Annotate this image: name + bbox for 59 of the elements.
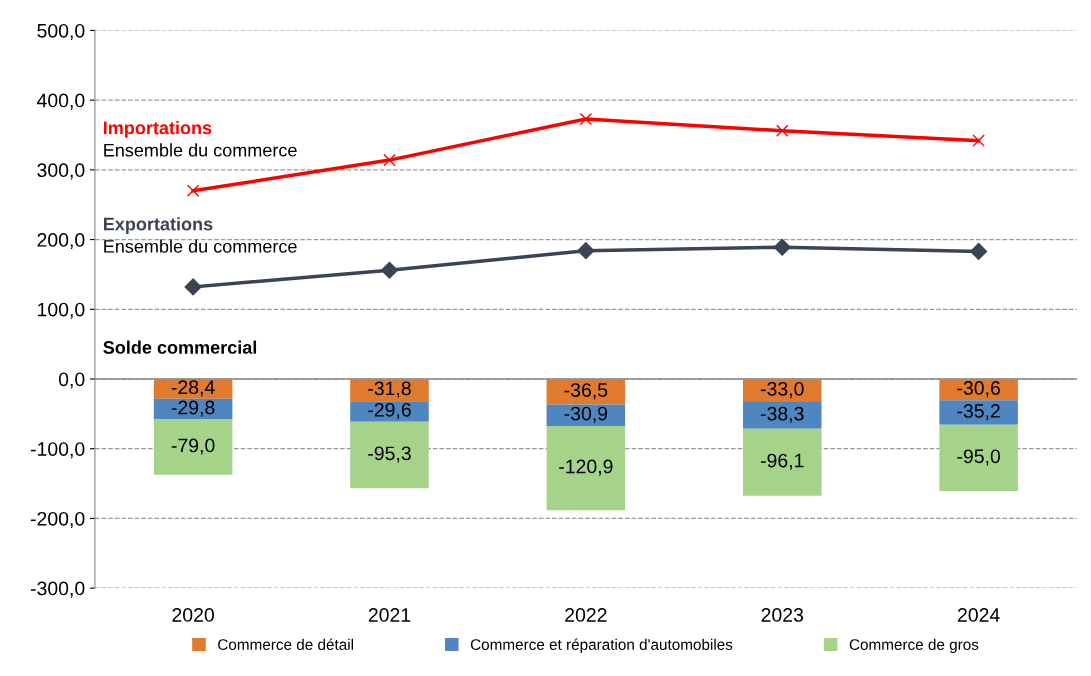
point — [773, 238, 791, 256]
bar — [939, 424, 1018, 492]
bar — [153, 398, 233, 420]
y-tick-label: 200,0 — [37, 233, 85, 250]
point — [184, 278, 202, 296]
legend-label: Commerce et réparation d'automobiles — [470, 638, 733, 653]
data-label: -96,1 — [760, 453, 804, 470]
data-label: -79,0 — [171, 438, 215, 455]
data-label: -30,9 — [564, 406, 608, 423]
data-label: -35,2 — [957, 404, 1000, 421]
y-tick-label: 0,0 — [58, 372, 85, 389]
bar — [939, 400, 1018, 425]
data-label: -31,8 — [368, 381, 411, 398]
data-label: -95,0 — [957, 449, 1001, 466]
annotation: Solde commercial — [103, 340, 257, 354]
bar — [350, 421, 429, 489]
y-tick-label: -100,0 — [30, 442, 85, 459]
annotation: Ensemble du commerce — [104, 239, 297, 253]
bar — [546, 404, 626, 426]
point — [972, 134, 985, 147]
text: Exportations — [103, 217, 213, 235]
bar — [546, 425, 626, 511]
data-label: -33,0 — [760, 381, 804, 398]
point — [775, 124, 789, 138]
bar — [153, 419, 233, 475]
point — [380, 261, 399, 279]
x-tick-label: 2023 — [761, 608, 804, 622]
point — [383, 153, 396, 167]
bar — [742, 401, 822, 429]
data-label: -95,3 — [368, 446, 411, 463]
data-label: -28,4 — [171, 380, 215, 397]
data-label: -29,6 — [368, 402, 411, 419]
y-tick-label: -300,0 — [30, 581, 85, 598]
bar — [350, 378, 429, 402]
data-label: -38,3 — [760, 406, 804, 423]
text: Importations — [103, 121, 212, 138]
point — [186, 184, 200, 198]
x-tick-label: 2024 — [957, 608, 1000, 622]
x-tick-label: 2022 — [565, 608, 607, 622]
bar — [350, 401, 429, 422]
y-tick-label: 300,0 — [37, 163, 85, 180]
point — [579, 112, 593, 126]
bar — [742, 428, 822, 496]
y-tick-label: 500,0 — [37, 23, 85, 40]
legend-label: Commerce de détail — [218, 638, 353, 650]
x-tick-label: 2021 — [368, 608, 411, 622]
data-label: -30,6 — [957, 381, 1000, 398]
data-label: -120,9 — [559, 459, 613, 476]
data-label: -29,8 — [171, 400, 215, 417]
data-label: -36,5 — [564, 383, 608, 400]
legend-label: Commerce de gros — [849, 638, 979, 653]
point — [970, 242, 988, 260]
y-tick-label: 400,0 — [36, 93, 85, 110]
x-tick-label: 2020 — [172, 608, 214, 622]
bar — [742, 378, 822, 402]
y-tick-label: -200,0 — [30, 511, 85, 528]
annotation: Ensemble du commerce — [104, 143, 297, 157]
point — [577, 242, 595, 260]
y-tick-label: 100,0 — [38, 302, 85, 319]
